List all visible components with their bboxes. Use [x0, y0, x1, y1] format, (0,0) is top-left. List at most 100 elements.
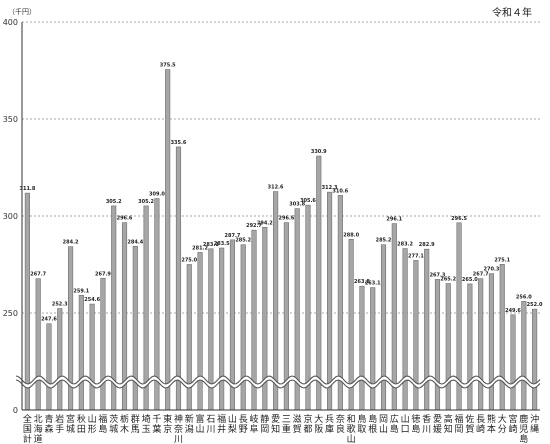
category-label-10: 群馬: [131, 413, 140, 435]
category-label-19: 山梨: [228, 414, 237, 435]
category-label-41: 佐賀: [465, 413, 474, 435]
bar-6: [89, 303, 95, 411]
bar-23: [273, 191, 279, 411]
bar-44: [499, 264, 505, 411]
category-label-16: 富山: [196, 413, 205, 435]
value-label-0: 311.8: [19, 186, 35, 192]
bars: [24, 69, 538, 411]
category-label-1: 北海道: [34, 414, 43, 444]
value-label-36: 277.1: [408, 253, 424, 259]
category-label-15: 新潟: [185, 413, 194, 435]
bar-20: [240, 244, 246, 411]
category-label-3: 岩手: [55, 413, 64, 435]
bar-33: [380, 244, 387, 411]
value-label-10: 284.4: [127, 239, 143, 245]
bar-28: [326, 191, 333, 411]
value-label-40: 296.5: [451, 216, 467, 222]
value-labels: 311.8 267.7 247.6 252.3 284.2 259.1 254.6 267.9…: [19, 63, 543, 323]
category-label-25: 滋賀: [293, 413, 302, 435]
bar-16: [197, 252, 203, 411]
value-label-32: 263.1: [365, 281, 381, 287]
value-label-15: 275.0: [181, 258, 197, 264]
bar-46: [521, 301, 527, 411]
category-label-23: 愛知: [271, 413, 280, 435]
category-label-7: 福島: [98, 413, 107, 435]
value-label-46: 256.0: [516, 294, 532, 300]
category-label-6: 山形: [88, 414, 97, 435]
bar-47: [532, 308, 538, 411]
value-label-11: 305.2: [138, 199, 154, 205]
category-label-22: 静岡: [260, 413, 269, 435]
bar-18: [219, 247, 225, 411]
bar-2: [46, 323, 52, 411]
value-label-42: 267.7: [473, 272, 489, 278]
category-label-12: 千葉: [152, 414, 161, 435]
category-label-5: 秋田: [77, 413, 86, 435]
bar-10: [132, 245, 138, 411]
category-label-38: 愛媛: [433, 413, 442, 435]
value-label-31: 263.8: [354, 279, 370, 285]
category-label-13: 東京: [163, 413, 172, 435]
axes: 0 250 300 350 400: [3, 18, 540, 415]
value-label-37: 282.9: [419, 242, 435, 248]
bar-13: [165, 69, 171, 411]
value-label-24: 296.6: [278, 216, 294, 222]
category-label-21: 岐阜: [250, 413, 259, 435]
value-label-13: 375.5: [160, 63, 176, 69]
chart-title: 令和４年: [492, 6, 532, 19]
value-label-38: 267.3: [430, 272, 446, 278]
bar-14: [175, 146, 182, 411]
bar-11: [143, 205, 149, 411]
category-label-28: 兵庫: [325, 413, 334, 435]
value-label-33: 285.2: [376, 238, 392, 244]
y-tick-label-350: 350: [3, 115, 18, 124]
category-label-35: 山口: [401, 414, 410, 435]
category-label-40: 福岡: [455, 413, 464, 435]
bar-38: [434, 279, 441, 411]
value-label-25: 303.8: [289, 202, 305, 208]
value-label-6: 254.6: [84, 297, 100, 303]
category-label-45: 宮崎: [509, 413, 518, 435]
value-label-23: 312.6: [268, 185, 284, 191]
category-label-24: 三重: [282, 415, 291, 435]
category-label-4: 宮城: [66, 413, 75, 435]
value-label-39: 265.2: [440, 277, 456, 283]
axis-break-line-lower: [15, 379, 541, 389]
value-label-1: 267.7: [30, 272, 46, 278]
value-label-8: 305.2: [106, 199, 122, 205]
y-axis-unit-label: （千円）: [8, 7, 36, 16]
category-label-9: 栃木: [120, 413, 129, 435]
gridlines: [22, 21, 540, 314]
category-label-34: 広島: [390, 413, 399, 435]
category-label-47: 沖縄: [530, 413, 539, 435]
value-label-47: 252.0: [527, 302, 543, 308]
bar-35: [402, 248, 408, 411]
value-label-18: 283.5: [214, 241, 230, 247]
category-label-42: 長崎: [476, 414, 485, 435]
bar-45: [510, 314, 516, 411]
bar-3: [57, 308, 63, 411]
y-tick-label-400: 400: [3, 18, 18, 27]
category-label-17: 石川: [206, 415, 215, 435]
category-label-30: 和歌山: [347, 414, 356, 444]
value-label-21: 292.7: [246, 223, 262, 229]
axis-break: [15, 375, 541, 389]
value-label-16: 281.2: [192, 245, 208, 251]
value-label-7: 267.9: [95, 271, 111, 277]
category-label-2: 青森: [44, 413, 53, 435]
category-label-29: 奈良: [336, 413, 345, 435]
bar-7: [100, 277, 106, 411]
category-label-0: 全国計: [23, 413, 32, 444]
axis-break-line-upper: [15, 375, 541, 385]
bar-5: [78, 295, 84, 411]
value-label-9: 296.6: [117, 216, 133, 222]
value-label-41: 265.0: [462, 277, 478, 283]
bar-43: [488, 273, 495, 411]
bar-1: [35, 278, 41, 411]
y-tick-label-300: 300: [3, 212, 18, 221]
value-label-2: 247.6: [41, 317, 57, 323]
value-label-27: 330.9: [311, 149, 327, 155]
bar-32: [370, 287, 376, 411]
value-label-26: 305.6: [300, 198, 316, 204]
value-label-34: 296.1: [386, 217, 402, 223]
